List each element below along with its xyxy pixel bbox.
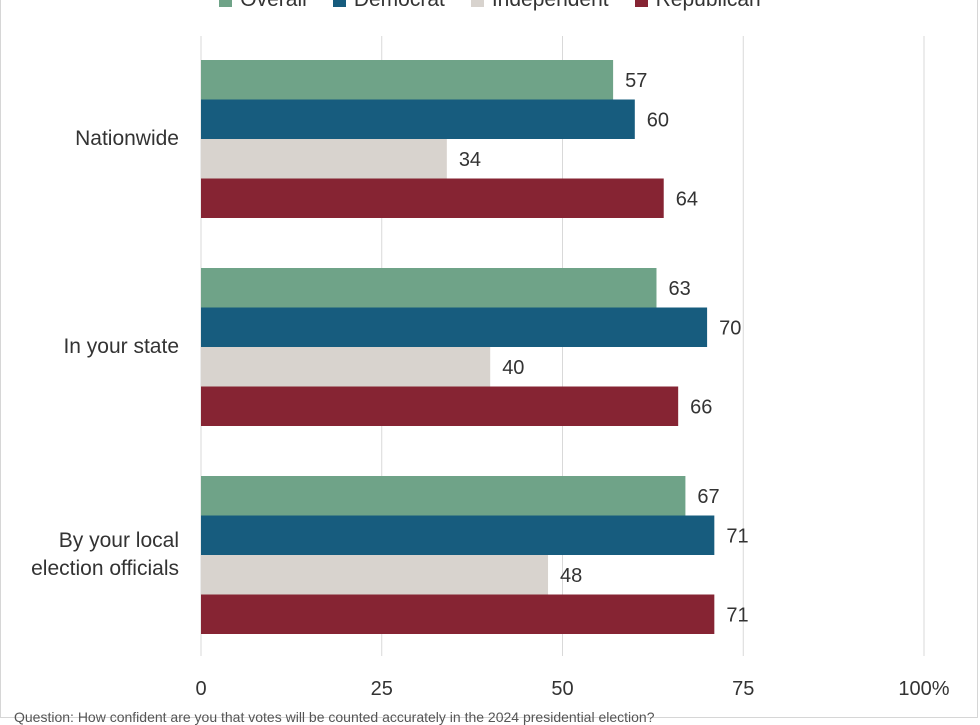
data-label: 71 bbox=[726, 525, 748, 547]
bar-independent bbox=[201, 139, 447, 179]
data-label: 64 bbox=[676, 188, 698, 210]
data-label: 40 bbox=[502, 357, 524, 379]
bar-independent bbox=[201, 347, 491, 387]
bar-republican bbox=[201, 594, 715, 634]
data-label: 70 bbox=[719, 317, 741, 339]
legend-item-republican: Republican bbox=[634, 0, 761, 14]
data-label: 60 bbox=[647, 109, 669, 131]
data-label: 67 bbox=[697, 486, 719, 508]
legend-label: Independent bbox=[492, 0, 609, 12]
bar-overall bbox=[201, 476, 686, 516]
bar-democrat bbox=[201, 515, 715, 555]
bar-republican bbox=[201, 386, 679, 426]
bar-republican bbox=[201, 178, 664, 218]
legend-swatch bbox=[470, 0, 484, 7]
category-label-line: In your state bbox=[63, 335, 179, 358]
category-label: By your local election officials bbox=[4, 527, 179, 583]
data-label: 48 bbox=[560, 565, 582, 587]
legend-label: Democrat bbox=[354, 0, 445, 12]
x-tick-label: 75 bbox=[732, 678, 754, 700]
bar-democrat bbox=[201, 99, 635, 139]
footnote: Question: How confident are you that vot… bbox=[14, 709, 655, 725]
legend: Overall Democrat Independent Republican bbox=[0, 0, 980, 14]
x-tick-label: 25 bbox=[371, 678, 393, 700]
legend-swatch bbox=[634, 0, 648, 7]
data-label: 66 bbox=[690, 396, 712, 418]
category-label-line: By your local bbox=[58, 529, 179, 552]
category-label-line: election officials bbox=[31, 557, 179, 580]
legend-item-independent: Independent bbox=[470, 0, 609, 14]
bar-independent bbox=[201, 555, 549, 595]
data-label: 71 bbox=[726, 604, 748, 626]
x-tick-label: 50 bbox=[551, 678, 573, 700]
category-label-line: Nationwide bbox=[75, 127, 179, 150]
data-label: 63 bbox=[668, 278, 690, 300]
data-label: 34 bbox=[459, 149, 481, 171]
legend-label: Republican bbox=[656, 0, 761, 12]
x-tick-label: 100% bbox=[898, 678, 949, 700]
category-label: In your state bbox=[4, 333, 179, 361]
bar-overall bbox=[201, 60, 614, 100]
legend-item-democrat: Democrat bbox=[332, 0, 445, 14]
legend-label: Overall bbox=[240, 0, 307, 12]
bar-democrat bbox=[201, 307, 708, 347]
bar-overall bbox=[201, 268, 657, 308]
legend-swatch bbox=[332, 0, 346, 7]
legend-swatch bbox=[219, 0, 233, 7]
x-tick-label: 0 bbox=[195, 678, 206, 700]
category-label: Nationwide bbox=[4, 125, 179, 153]
legend-item-overall: Overall bbox=[219, 0, 307, 14]
data-label: 57 bbox=[625, 70, 647, 92]
